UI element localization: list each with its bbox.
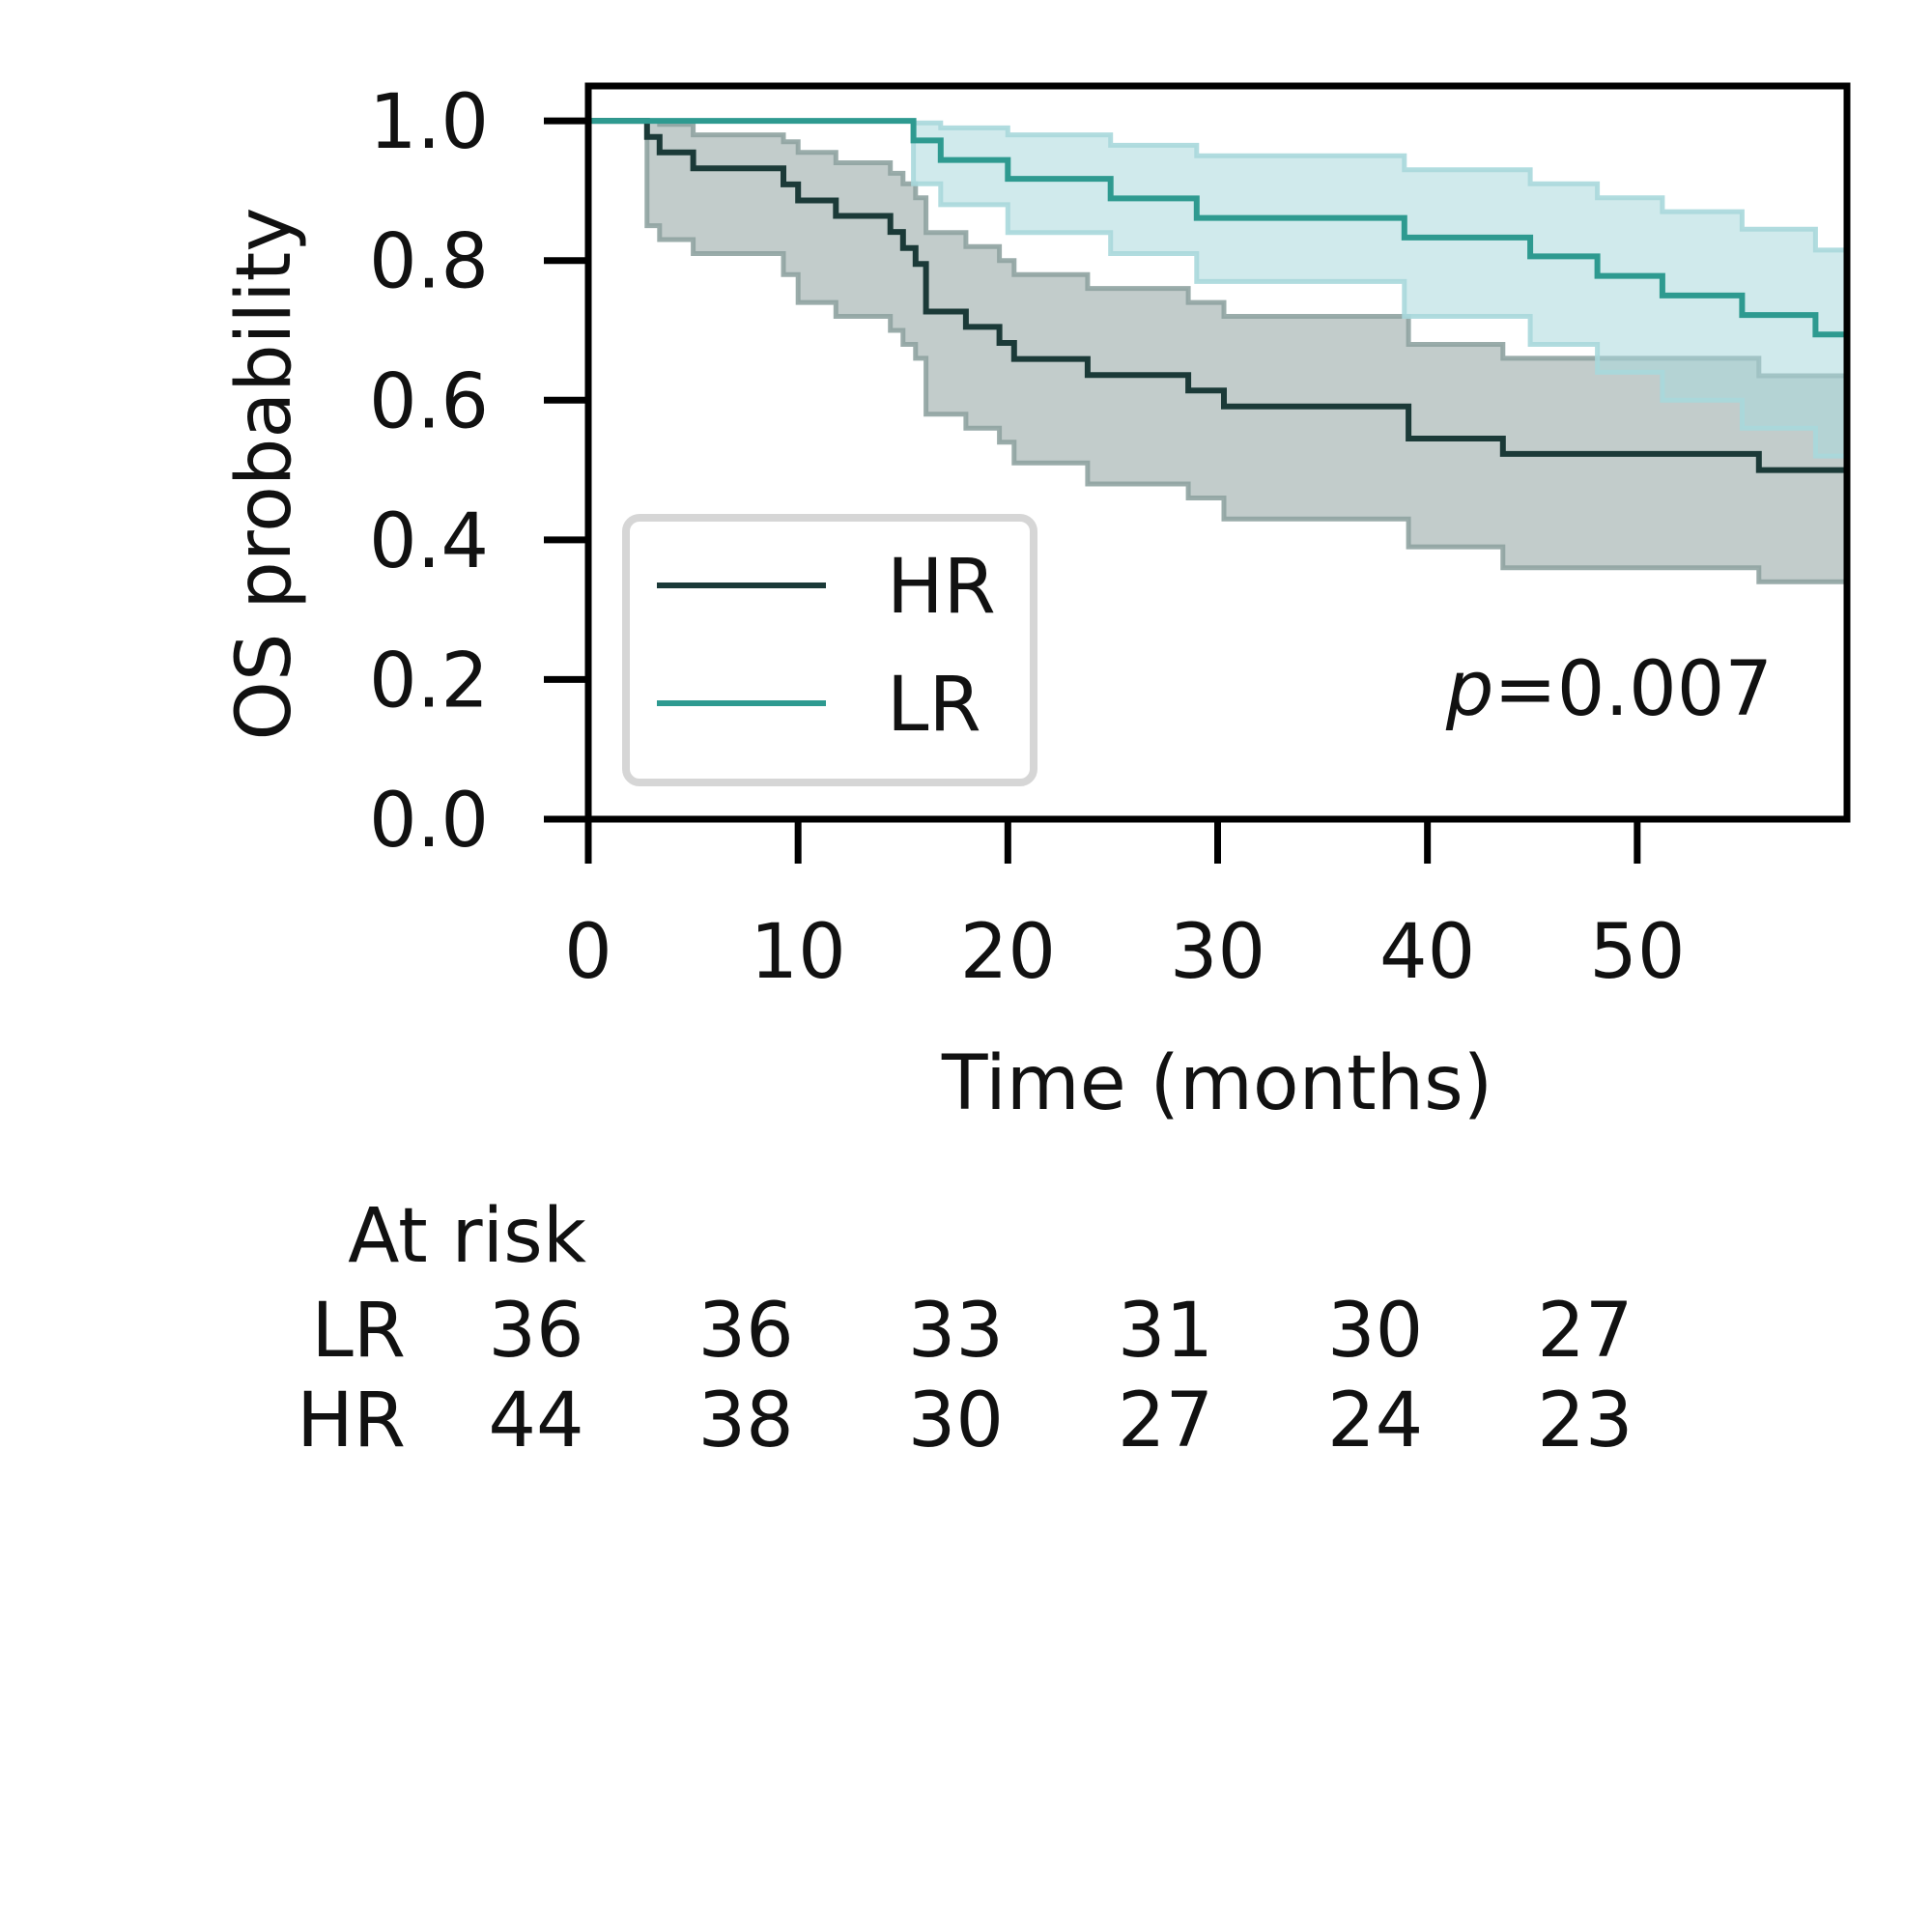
y-tick-label-0: 0.0 [369, 778, 489, 865]
y-tick-label-5: 1.0 [369, 79, 489, 166]
at-risk-value-hr-2: 30 [908, 1378, 1004, 1464]
p-value-text: =0.007 [1493, 646, 1773, 733]
at-risk-value-lr-0: 36 [488, 1288, 583, 1375]
y-tick-label-1: 0.2 [369, 638, 489, 724]
at-risk-value-hr-4: 24 [1327, 1378, 1423, 1464]
at-risk-value-hr-0: 44 [488, 1378, 583, 1464]
y-tick-label-4: 0.8 [369, 219, 489, 306]
band-lower-lr [588, 118, 1847, 459]
y-axis-title: OS probability [221, 208, 308, 741]
curve-hr [588, 118, 1847, 473]
x-tick-label-5: 50 [1589, 909, 1685, 996]
band-upper-lr [588, 118, 1847, 253]
at-risk-rows: LR 36 36 33 31 30 27 HR 44 38 30 27 24 23 [297, 1288, 1633, 1464]
legend: HR LR [622, 514, 1037, 786]
band-lower-hr [588, 118, 1847, 584]
x-tick-label-4: 40 [1379, 909, 1475, 996]
x-axis-title: Time (months) [941, 1040, 1492, 1127]
band-lr [588, 121, 1847, 457]
survival-curves [588, 118, 1847, 473]
y-tick-label-3: 0.6 [369, 358, 489, 445]
legend-label-lr: LR [887, 662, 981, 749]
at-risk-value-hr-5: 23 [1537, 1378, 1633, 1464]
at-risk-value-lr-2: 33 [908, 1288, 1004, 1375]
at-risk-value-lr-3: 31 [1118, 1288, 1213, 1375]
x-tick-label-3: 30 [1170, 909, 1265, 996]
at-risk-value-lr-5: 27 [1537, 1288, 1633, 1375]
x-tick-label-0: 0 [564, 909, 612, 996]
at-risk-label-hr: HR [297, 1378, 406, 1464]
y-axis: 0.0 0.2 0.4 0.6 0.8 1.0 [369, 79, 588, 865]
y-tick-label-2: 0.4 [369, 498, 489, 585]
at-risk-value-hr-1: 38 [698, 1378, 794, 1464]
at-risk-table: At risk LR 36 36 33 31 30 27 HR 44 38 30 27 24 23 [297, 1193, 1633, 1464]
x-tick-label-1: 10 [751, 909, 846, 996]
x-tick-label-2: 20 [960, 909, 1056, 996]
p-value-symbol: p [1445, 646, 1494, 733]
at-risk-value-hr-3: 27 [1118, 1378, 1213, 1464]
band-upper-hr [588, 118, 1847, 379]
legend-label-hr: HR [887, 544, 996, 631]
at-risk-label-lr: LR [311, 1288, 406, 1375]
p-value-annotation: p=0.007 [1445, 646, 1773, 733]
curve-lr [588, 118, 1847, 338]
x-axis: 0 10 20 30 40 50 [564, 819, 1685, 996]
at-risk-value-lr-1: 36 [698, 1288, 794, 1375]
at-risk-title: At risk [348, 1193, 586, 1280]
at-risk-value-lr-4: 30 [1327, 1288, 1423, 1375]
